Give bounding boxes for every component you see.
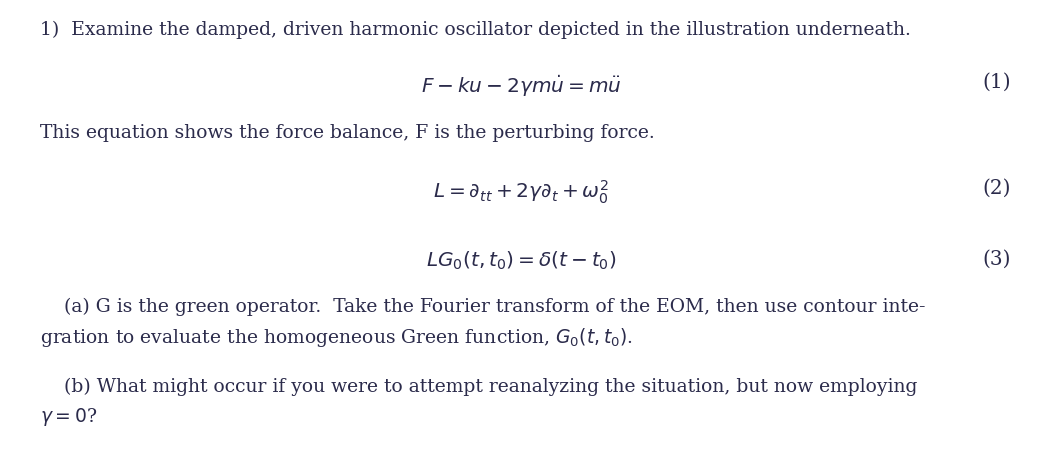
- Text: (3): (3): [983, 250, 1011, 268]
- Text: 1)  Examine the damped, driven harmonic oscillator depicted in the illustration : 1) Examine the damped, driven harmonic o…: [40, 21, 911, 39]
- Text: (1): (1): [983, 73, 1011, 92]
- Text: This equation shows the force balance, F is the perturbing force.: This equation shows the force balance, F…: [40, 124, 654, 142]
- Text: $L = \partial_{tt} + 2\gamma\partial_t + \omega_0^2$: $L = \partial_{tt} + 2\gamma\partial_t +…: [432, 179, 610, 206]
- Text: $F - ku - 2\gamma m\dot{u} = m\ddot{u}$: $F - ku - 2\gamma m\dot{u} = m\ddot{u}$: [421, 73, 621, 99]
- Text: (a) G is the green operator.  Take the Fourier transform of the EOM, then use co: (a) G is the green operator. Take the Fo…: [40, 298, 925, 349]
- Text: (b) What might occur if you were to attempt reanalyzing the situation, but now e: (b) What might occur if you were to atte…: [40, 378, 917, 428]
- Text: (2): (2): [983, 179, 1011, 197]
- Text: $LG_0(t, t_0) = \delta(t - t_0)$: $LG_0(t, t_0) = \delta(t - t_0)$: [426, 250, 616, 272]
